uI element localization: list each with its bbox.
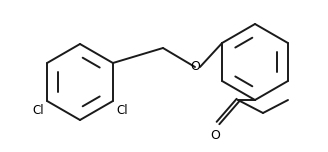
Text: Cl: Cl [32, 104, 44, 117]
Text: Cl: Cl [116, 104, 128, 117]
Text: O: O [190, 60, 200, 74]
Text: O: O [210, 129, 220, 142]
